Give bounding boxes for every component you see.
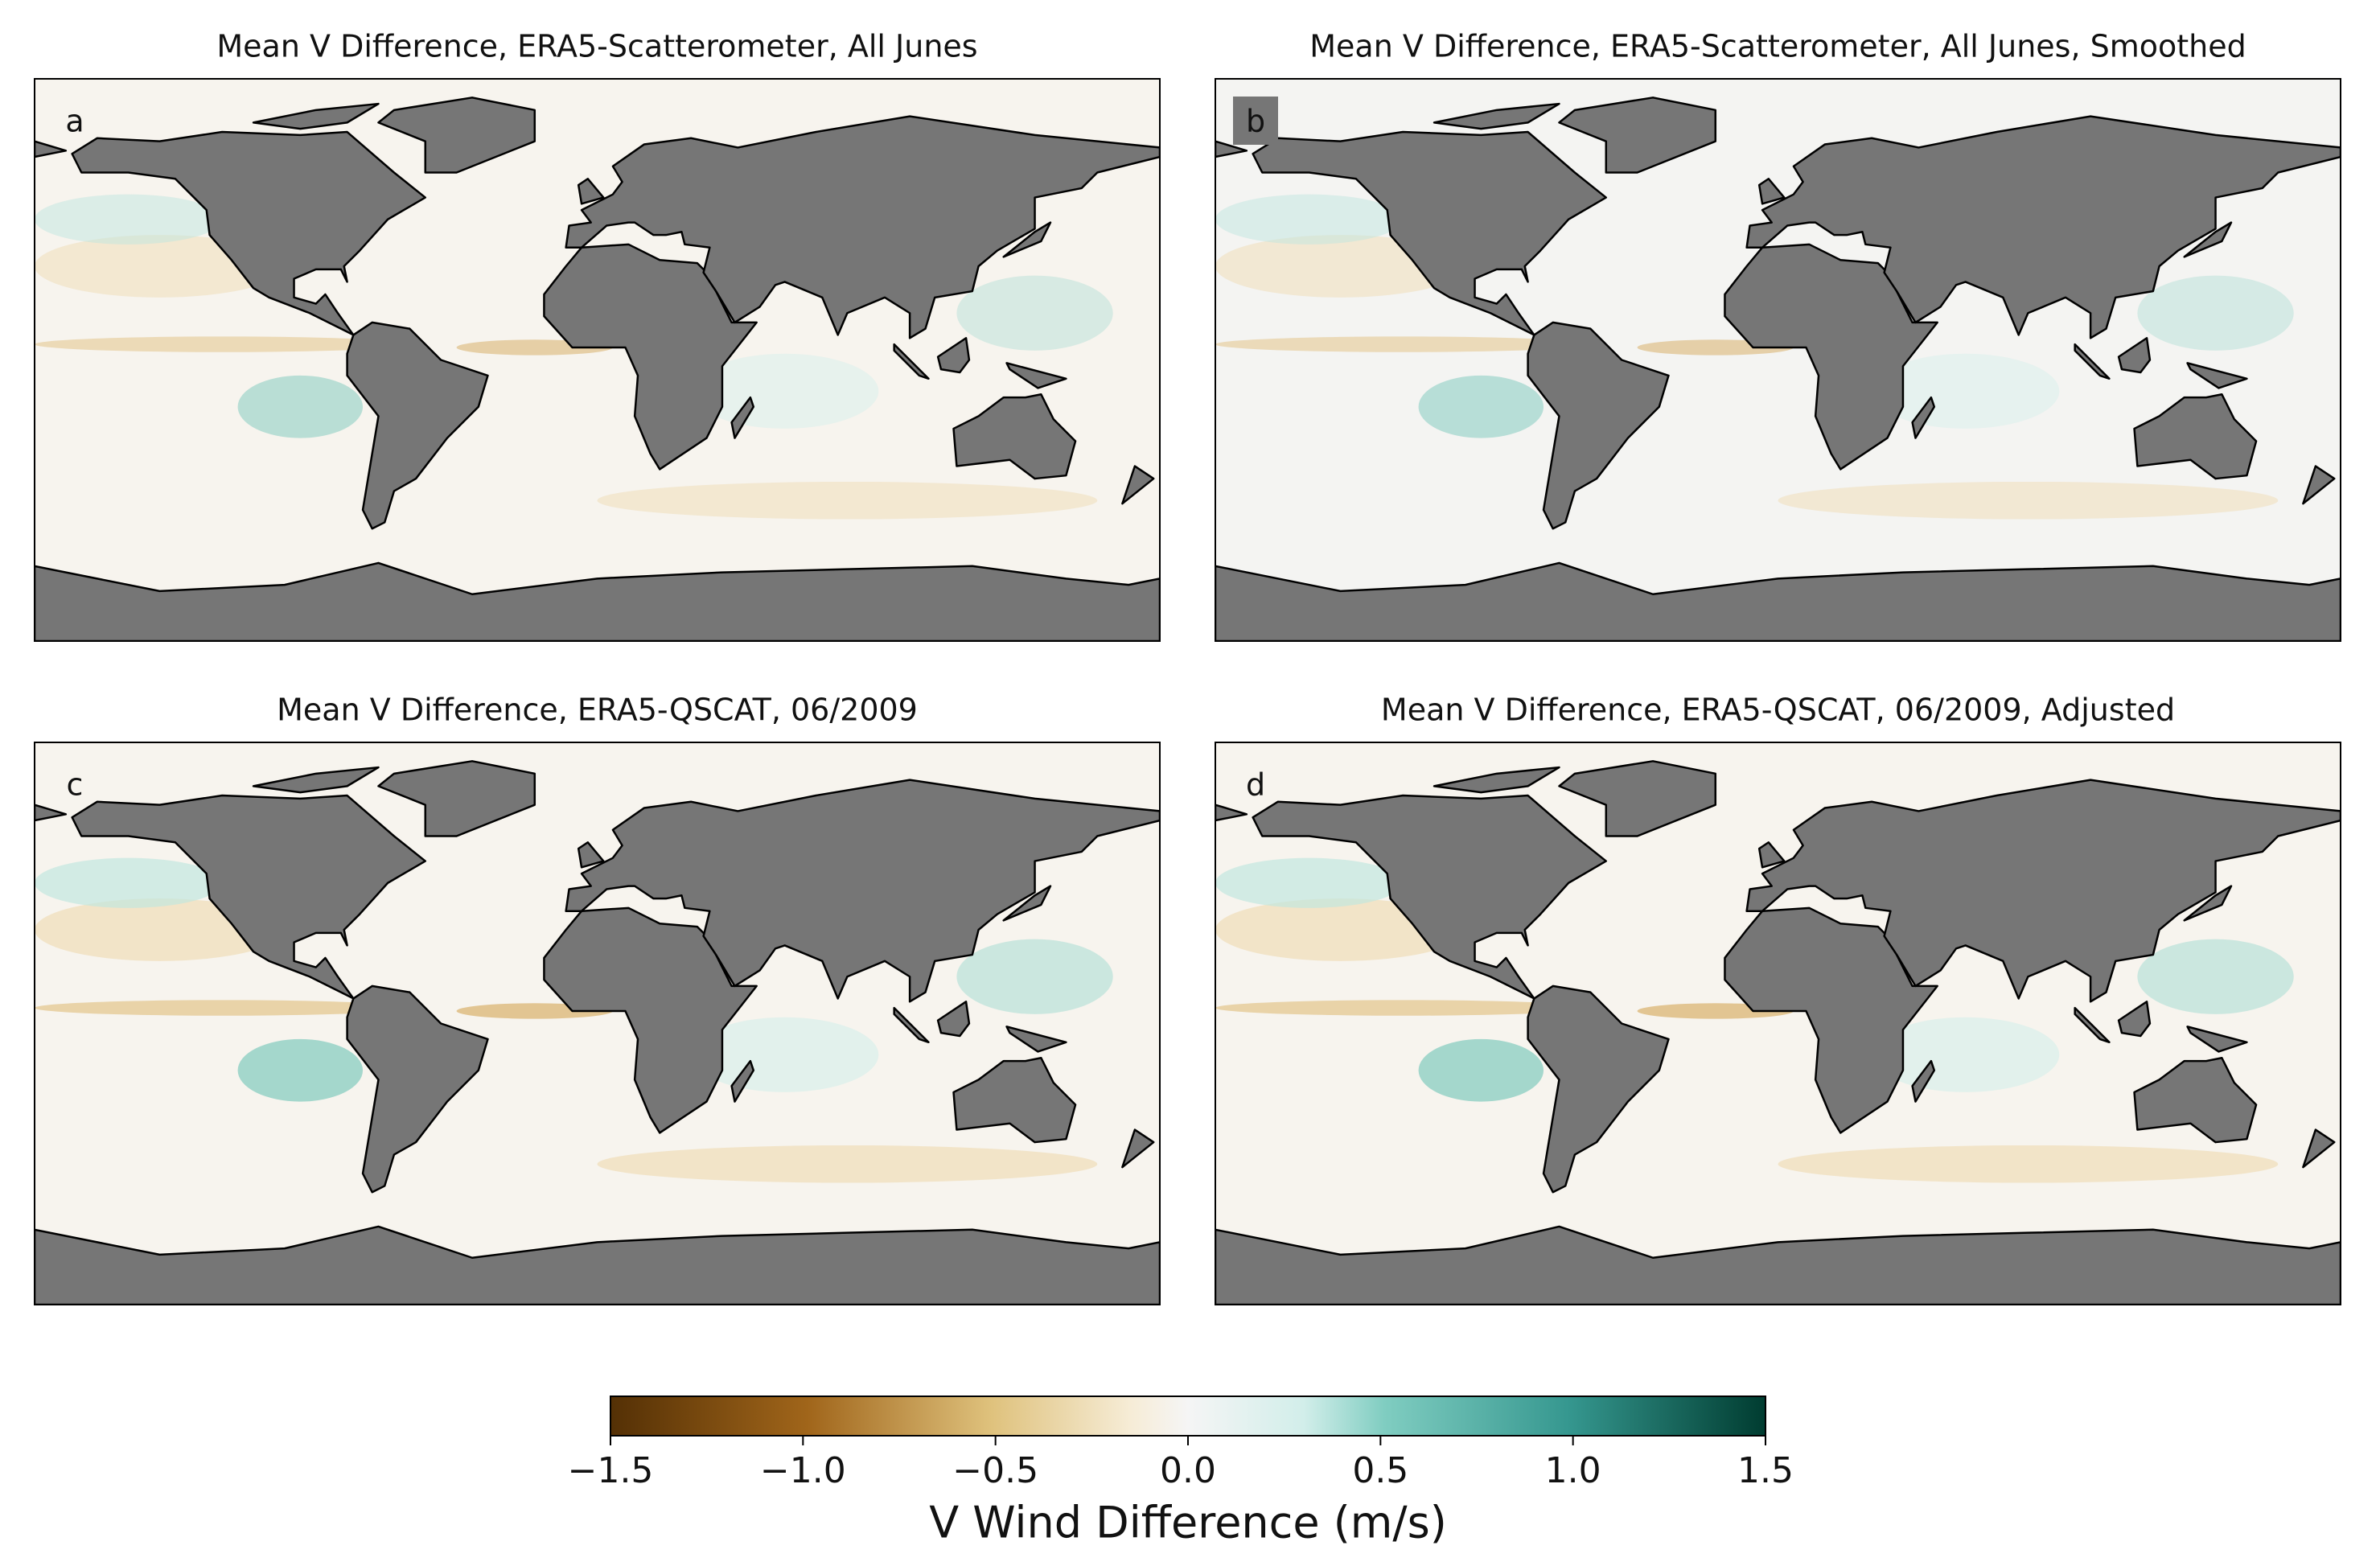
panel-label: a — [65, 104, 84, 139]
map — [1215, 79, 2341, 641]
ocean-tint — [237, 375, 364, 438]
ocean-tint — [1778, 1145, 2279, 1183]
ocean-tint — [1418, 375, 1544, 438]
ocean-tint — [2137, 275, 2294, 351]
ocean-tint — [597, 1145, 1098, 1183]
ocean-tint — [35, 336, 410, 352]
tick-label: 1.5 — [1737, 1450, 1794, 1491]
ocean-tint — [956, 939, 1113, 1014]
map-layer — [1215, 97, 2341, 641]
panel-title: Mean V Difference, ERA5-Scatterometer, A… — [216, 29, 977, 64]
ocean-tint — [1215, 194, 1404, 245]
ocean-tint — [35, 857, 223, 908]
ocean-tint — [1778, 481, 2279, 520]
panel-frame — [34, 78, 1161, 642]
panel-label: c — [67, 767, 84, 803]
panel-label: b — [1246, 104, 1265, 139]
ocean-tint — [1215, 857, 1404, 908]
ocean-tint — [2137, 939, 2294, 1014]
ocean-tint — [691, 353, 879, 429]
panel-title: Mean V Difference, ERA5-QSCAT, 06/2009 — [277, 693, 918, 728]
map — [35, 742, 1160, 1305]
ocean-tint — [1215, 1000, 1591, 1016]
ocean-tint — [35, 194, 223, 245]
tick-label: −0.5 — [952, 1450, 1038, 1491]
ocean-tint — [1872, 1017, 2060, 1092]
label-box — [1233, 97, 1278, 145]
ocean-tint — [956, 275, 1113, 351]
panel-frame — [1215, 742, 2341, 1305]
map — [35, 79, 1160, 641]
map — [1215, 742, 2341, 1305]
ocean-tint — [1872, 353, 2060, 429]
panel-title: Mean V Difference, ERA5-QSCAT, 06/2009, … — [1381, 693, 2175, 728]
ocean-tint — [691, 1017, 879, 1092]
tick-label: −1.0 — [760, 1450, 846, 1491]
panel-label: d — [1246, 767, 1265, 803]
tick-label: 0.5 — [1352, 1450, 1408, 1491]
panel-frame — [1215, 78, 2341, 642]
ocean-tint — [35, 1000, 410, 1016]
panel-title: Mean V Difference, ERA5-Scatterometer, A… — [1309, 29, 2246, 64]
ocean-tint — [237, 1038, 364, 1102]
map-layer — [35, 97, 1160, 641]
map-layer — [1215, 761, 2341, 1305]
colorbar-label: V Wind Difference (m/s) — [929, 1498, 1447, 1548]
tick-label: 1.0 — [1545, 1450, 1601, 1491]
ocean-tint — [597, 481, 1098, 520]
colorbar — [610, 1396, 1766, 1437]
tick-label: 0.0 — [1160, 1450, 1216, 1491]
panel-frame — [34, 742, 1161, 1305]
tick-label: −1.5 — [568, 1450, 654, 1491]
ocean-tint — [1418, 1038, 1544, 1102]
map-layer — [35, 761, 1160, 1305]
ocean-tint — [1215, 336, 1591, 352]
